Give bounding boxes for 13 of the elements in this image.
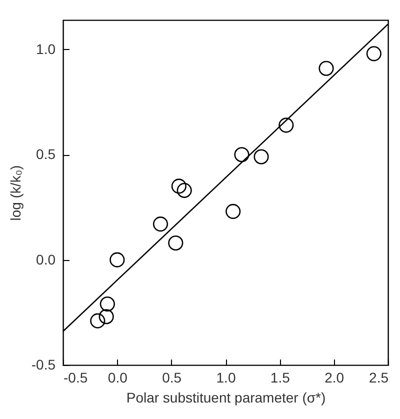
x-tick-label: 2.0 [324,370,344,386]
x-tick-label: 1.5 [270,370,290,386]
y-tick-label: 0.5 [36,146,56,162]
x-tick-label: 1.0 [216,370,236,386]
y-axis-title: log (k/k₀) [7,165,24,221]
y-tick-label: 0.0 [36,251,56,268]
x-axis-title: Polar substituent parameter (σ*) [126,390,326,406]
x-tick-label: 0.5 [162,370,182,386]
y-tick-label: -0.5 [31,356,56,372]
y-tick-label: 1.0 [36,40,56,57]
x-tick-label: -0.5 [64,370,88,386]
x-tick-label: 2.5 [369,370,389,386]
x-tick-label: 0.0 [108,370,128,386]
